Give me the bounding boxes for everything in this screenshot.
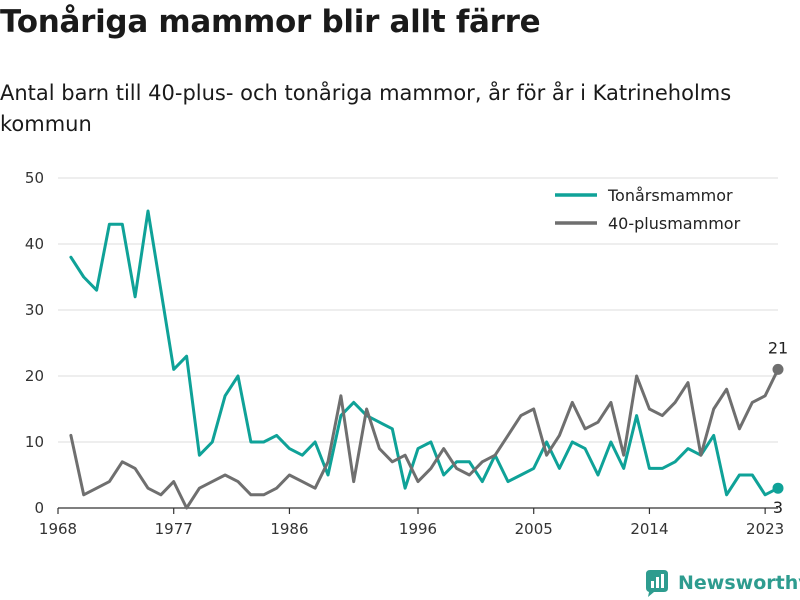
y-tick-label: 50 [25, 169, 44, 187]
series-line [69, 209, 780, 497]
x-tick-label: 1986 [270, 520, 308, 538]
x-tick-label: 2014 [630, 520, 668, 538]
chart-title: Tonåriga mammor blir allt färre [0, 4, 541, 40]
series-end-label: 21 [768, 338, 788, 357]
legend-label: Tonårsmammor [607, 186, 733, 205]
x-tick-label: 2005 [515, 520, 553, 538]
axis-layer: 0 10 20 30 40 50 1968 1977 1986 1996 2005 2014 2023 [25, 169, 784, 538]
y-tick-label: 0 [34, 499, 44, 517]
newsworthy-logo: Newsworthy [644, 567, 800, 599]
y-tick-label: 20 [25, 367, 44, 385]
y-tick-label: 10 [25, 433, 44, 451]
series-layer: 3 21 [69, 209, 788, 517]
newsworthy-icon [646, 570, 668, 597]
legend: Tonårsmammor 40-plusmammor [555, 186, 741, 233]
series-end-point [772, 363, 784, 375]
y-tick-label: 40 [25, 235, 44, 253]
y-tick-label: 30 [25, 301, 44, 319]
series-end-label: 3 [773, 498, 783, 517]
x-tick-label: 1996 [399, 520, 437, 538]
series-line [69, 367, 780, 510]
x-tick-label: 2023 [746, 520, 784, 538]
legend-label: 40-plusmammor [608, 214, 741, 233]
x-tick-label: 1977 [155, 520, 193, 538]
brand-name: Newsworthy [678, 572, 800, 594]
chart-subtitle: Antal barn till 40-plus- och tonåriga ma… [0, 81, 732, 136]
series-end-point [772, 482, 784, 494]
x-tick-label: 1968 [39, 520, 77, 538]
